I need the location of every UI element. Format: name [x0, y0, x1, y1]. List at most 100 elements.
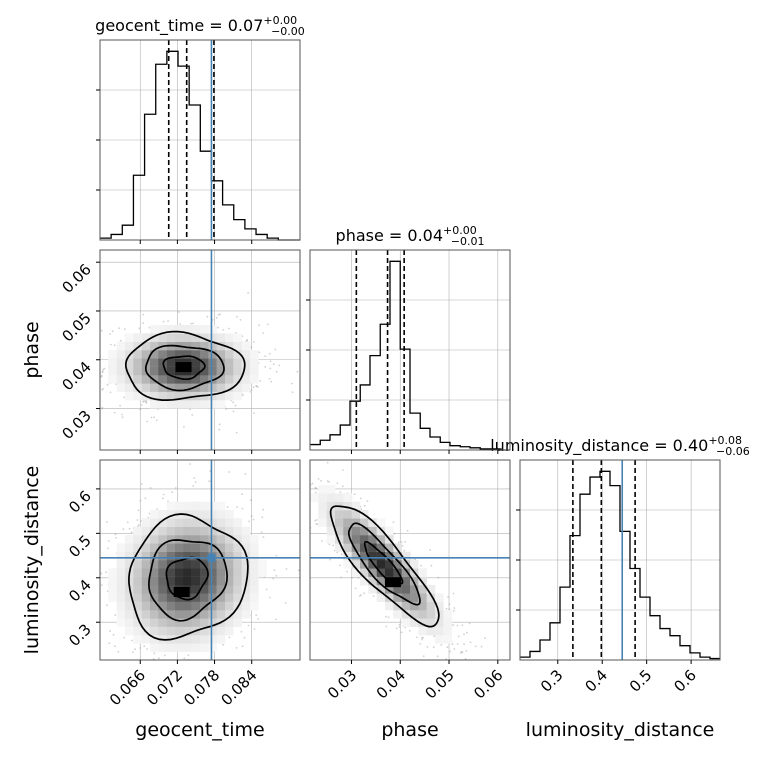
density-cell — [401, 618, 411, 627]
sample-point — [264, 355, 267, 357]
density-cell — [200, 635, 209, 644]
sample-point — [315, 487, 318, 490]
density-cell — [233, 618, 242, 627]
y-tick-label: 0.6 — [65, 487, 95, 517]
sample-point — [275, 618, 277, 621]
sample-point — [92, 376, 94, 378]
density-cell — [385, 543, 394, 552]
density-cell — [158, 535, 167, 544]
density-cell — [183, 333, 192, 342]
density-cell — [141, 551, 151, 561]
histogram-step — [310, 260, 510, 451]
density-cell — [150, 350, 159, 359]
density-cell — [250, 350, 259, 359]
density-cell — [368, 576, 377, 586]
sample-point — [274, 348, 277, 351]
density-cell — [108, 350, 117, 359]
sample-point — [452, 592, 455, 595]
density-cell — [108, 366, 117, 376]
density-cell — [191, 576, 201, 586]
sample-point — [167, 320, 170, 322]
sample-point — [437, 576, 440, 579]
density-cell — [351, 543, 361, 552]
sample-point — [137, 524, 140, 526]
density-peak — [175, 362, 192, 373]
sample-point — [387, 616, 390, 619]
density-cell — [125, 341, 134, 351]
x-tick-label: 0.05 — [422, 666, 458, 702]
density-cell — [335, 543, 344, 552]
sample-point — [246, 339, 249, 341]
sample-point — [122, 457, 124, 459]
density-cell — [183, 593, 192, 602]
density-cell — [208, 635, 217, 644]
sample-point — [303, 501, 305, 503]
density-cell — [175, 543, 184, 552]
sample-point — [189, 463, 192, 465]
sample-point — [236, 315, 238, 318]
density-cell — [426, 593, 436, 602]
sample-point — [272, 363, 275, 366]
density-cell — [335, 510, 344, 519]
sample-point — [252, 386, 255, 389]
density-cell — [183, 543, 192, 552]
sample-point — [463, 633, 465, 636]
sample-point — [113, 411, 116, 414]
sample-point — [131, 639, 133, 642]
sample-point — [183, 657, 186, 660]
sample-point — [139, 499, 142, 502]
density-cell — [158, 626, 167, 636]
density-cell — [241, 543, 251, 552]
density-cell — [158, 391, 167, 401]
density-cell — [200, 610, 209, 619]
sample-point — [119, 404, 121, 407]
density-cell — [250, 576, 259, 586]
density-cell — [116, 358, 126, 367]
sample-point — [421, 638, 423, 641]
density-cell — [250, 601, 259, 611]
sample-point — [291, 391, 294, 394]
density-cell — [158, 325, 167, 334]
sample-point — [146, 420, 149, 423]
density-cell — [216, 341, 226, 351]
density-cell — [175, 551, 184, 561]
sample-point — [85, 385, 87, 387]
sample-point — [445, 658, 448, 660]
sample-point — [422, 636, 424, 639]
sample-point — [149, 487, 152, 489]
density-cell — [166, 526, 176, 536]
density-cell — [241, 560, 251, 569]
density-cell — [183, 501, 192, 511]
density-cell — [116, 568, 126, 577]
density-cell — [108, 358, 117, 367]
density-cell — [191, 325, 201, 334]
density-cell — [250, 535, 259, 544]
density-cell — [191, 358, 201, 367]
sample-point — [121, 413, 123, 416]
sample-point — [304, 506, 306, 508]
density-cell — [351, 560, 361, 569]
sample-point — [87, 344, 89, 346]
density-cell — [125, 383, 134, 392]
density-cell — [216, 551, 226, 561]
sample-point — [142, 400, 145, 403]
density-cell — [166, 568, 176, 577]
density-cell — [125, 535, 134, 544]
density-cell — [376, 585, 386, 594]
density-cell — [108, 576, 117, 586]
sample-point — [194, 481, 197, 483]
density-cell — [158, 643, 167, 652]
density-cell — [208, 341, 217, 351]
density-cell — [166, 350, 176, 359]
sample-point — [94, 387, 96, 389]
density-cell — [385, 560, 394, 569]
sample-point — [257, 618, 260, 620]
sample-point — [311, 482, 314, 485]
density-cell — [150, 518, 159, 527]
sample-point — [253, 412, 255, 414]
density-cell — [216, 576, 226, 586]
density-cell — [208, 610, 217, 619]
density-cell — [258, 568, 267, 577]
joint-geocent-time-phase — [85, 250, 300, 459]
sample-point — [162, 320, 165, 323]
